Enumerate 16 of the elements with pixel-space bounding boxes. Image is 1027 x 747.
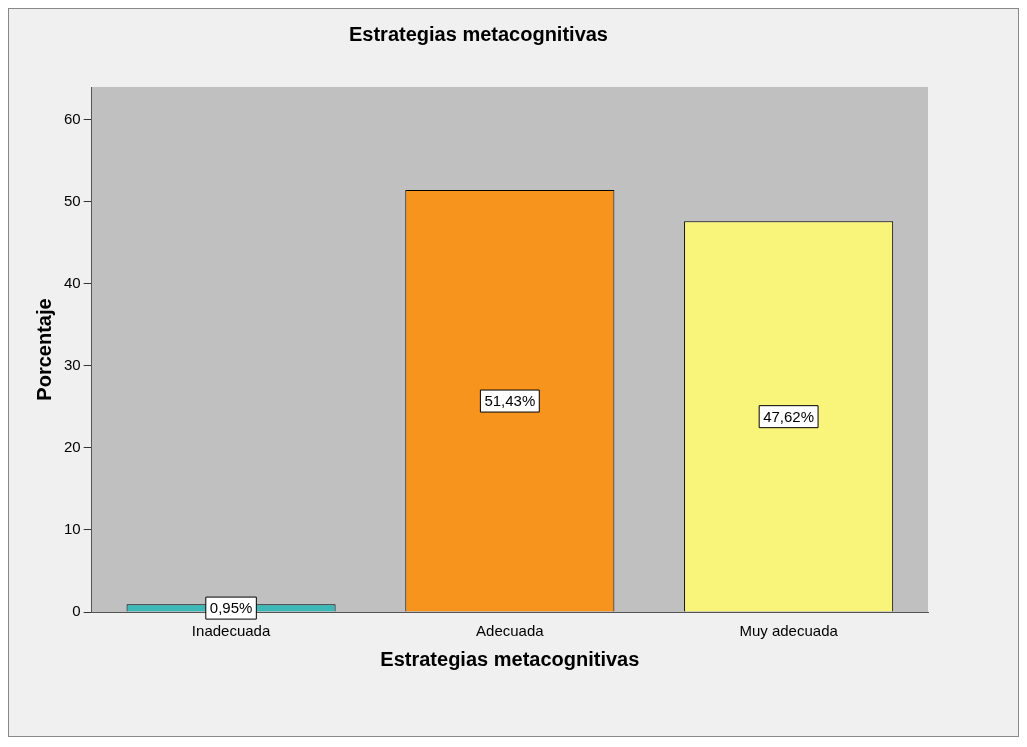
y-tick-label: 30 <box>64 356 81 374</box>
data-label: 0,95% <box>209 599 253 617</box>
x-axis-title: Estrategias metacognitivas <box>380 647 640 670</box>
y-tick-label: 0 <box>72 602 81 620</box>
y-tick-label: 50 <box>64 191 81 209</box>
y-tick-label: 10 <box>64 520 81 538</box>
x-tick-label: Inadecuada <box>191 622 271 640</box>
y-tick-label: 20 <box>64 438 81 456</box>
x-tick-label: Adecuada <box>476 622 545 640</box>
y-tick-label: 60 <box>64 109 81 127</box>
data-label: 51,43% <box>484 392 536 410</box>
y-tick-label: 40 <box>64 274 81 292</box>
chart-title: Estrategias metacognitivas <box>349 22 608 45</box>
y-axis-title: Porcentaje <box>32 298 55 401</box>
data-label: 47,62% <box>763 407 815 425</box>
x-tick-label: Muy adecuada <box>739 622 839 640</box>
